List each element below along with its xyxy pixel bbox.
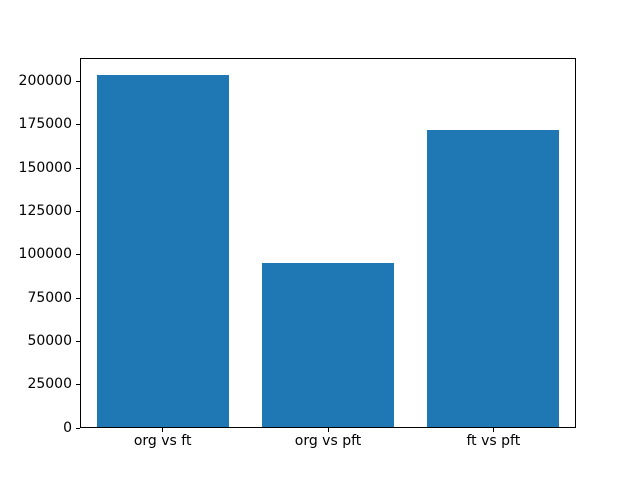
y-tick-label: 150000	[18, 159, 72, 176]
y-tick-label: 50000	[27, 332, 72, 349]
y-tick-mark	[76, 80, 80, 82]
x-tick-label: org vs ft	[133, 433, 192, 449]
y-tick-mark	[76, 254, 80, 256]
y-tick-mark	[76, 124, 80, 126]
y-tick-mark	[76, 167, 80, 169]
bar-org-vs-ft	[97, 75, 230, 427]
y-tick-label: 25000	[27, 376, 72, 393]
y-tick-label: 100000	[18, 246, 72, 263]
x-tick-mark	[492, 428, 494, 432]
y-tick-label: 75000	[27, 289, 72, 306]
y-tick-mark	[76, 297, 80, 299]
bar-ft-vs-pft	[426, 129, 559, 427]
x-tick-label: ft vs pft	[466, 433, 521, 449]
y-tick-label: 125000	[18, 202, 72, 219]
x-tick-mark	[327, 428, 329, 432]
y-tick-mark	[76, 384, 80, 386]
y-tick-mark	[76, 340, 80, 342]
plot-area	[80, 58, 576, 428]
bar-org-vs-pft	[262, 263, 394, 427]
x-tick-label: org vs pft	[294, 433, 362, 449]
y-tick-label: 200000	[18, 72, 72, 89]
y-tick-mark	[76, 427, 80, 429]
y-tick-label: 175000	[18, 116, 72, 133]
y-tick-label: 0	[63, 419, 72, 436]
x-tick-mark	[162, 428, 164, 432]
y-tick-mark	[76, 210, 80, 212]
